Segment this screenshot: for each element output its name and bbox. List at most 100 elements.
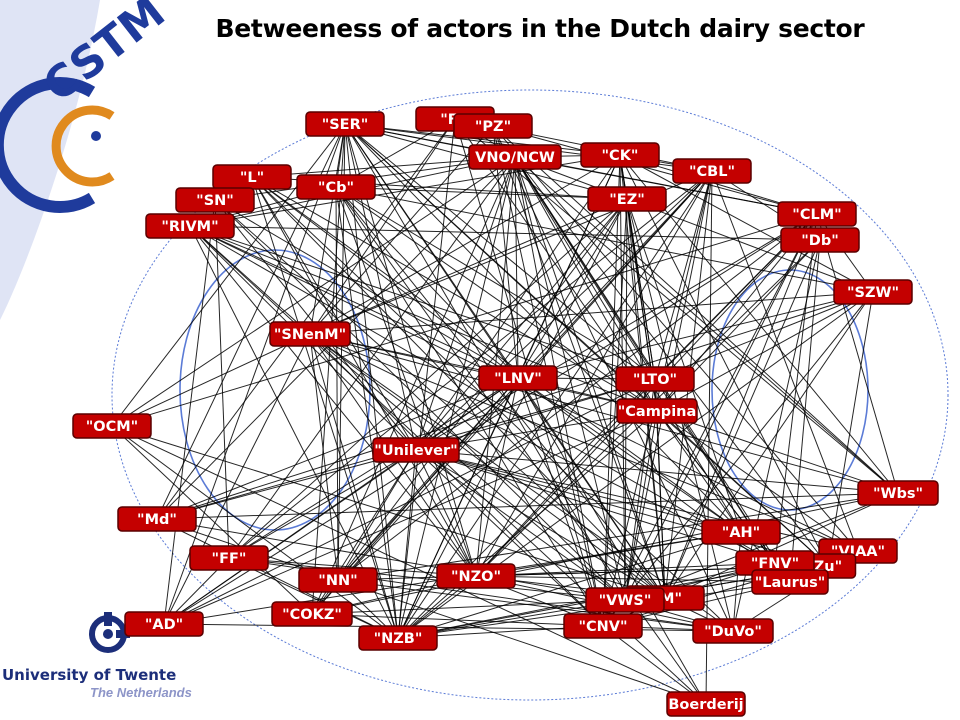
node-label: "SN" bbox=[196, 193, 234, 209]
node-box bbox=[666, 691, 746, 717]
edge-EZ-COKZ bbox=[311, 198, 628, 615]
edge-LNV-DM bbox=[517, 377, 666, 599]
edge-OCM-DM bbox=[111, 425, 666, 599]
edge-CK-SNenM bbox=[309, 154, 621, 335]
edge-OCM-Boerderij bbox=[111, 425, 707, 705]
edge-Unilever-VIAA bbox=[415, 449, 859, 552]
edge-SER-Zu bbox=[344, 123, 829, 567]
edge-Wbs-Md bbox=[156, 492, 899, 520]
edge-CK-SZW bbox=[619, 154, 874, 293]
edge-Unilever-DM bbox=[415, 449, 666, 599]
node-db: "Db" bbox=[780, 227, 860, 253]
edge-Unilever-FF bbox=[228, 449, 417, 559]
node-label: "COKZ" bbox=[282, 607, 342, 623]
node-box bbox=[777, 201, 857, 227]
edge-Unilever-Zu bbox=[415, 449, 829, 567]
node-lnv: "LNV" bbox=[478, 365, 558, 391]
node-ocm: "OCM" bbox=[72, 413, 152, 439]
edge-CLM-NN bbox=[337, 213, 818, 581]
edge-Db-Laurus bbox=[789, 239, 821, 583]
node-laurus: "Laurus" bbox=[751, 569, 829, 595]
edge-SZW-Campina bbox=[656, 291, 874, 412]
edge-VNO-NZB bbox=[397, 156, 516, 639]
node-layer: "SER""FN"PZ"VNO/NCW"CK""CBL""L""Cb""SN""… bbox=[72, 106, 939, 717]
node-nzb: "NZB" bbox=[358, 625, 438, 651]
node-rivm: "RIVM" bbox=[145, 213, 235, 239]
node-ser: "SER" bbox=[305, 111, 385, 137]
node-label: Boerderij bbox=[668, 697, 743, 713]
node-label: "Md" bbox=[137, 512, 177, 528]
edge-CBL-Unilever bbox=[415, 170, 713, 451]
node-box bbox=[833, 279, 913, 305]
node-label: "SER" bbox=[322, 117, 369, 133]
edge-SZW-LNV bbox=[517, 291, 874, 379]
cstm-arc-orange bbox=[51, 105, 115, 187]
node-box bbox=[672, 158, 752, 184]
node-label: "AH" bbox=[722, 525, 760, 541]
edge-SNenM-DuVo bbox=[309, 333, 734, 632]
node-cokz: "COKZ" bbox=[271, 601, 353, 627]
node-label: VNO/NCW bbox=[475, 150, 555, 166]
edge-RIVM-Db bbox=[189, 225, 821, 241]
node-box bbox=[175, 187, 255, 213]
edge-OCM-COKZ bbox=[111, 425, 313, 615]
edge-Cb-LTO bbox=[335, 186, 656, 380]
node-label: "NZB" bbox=[374, 631, 423, 647]
node-duvo: "DuVo" bbox=[692, 618, 774, 644]
edge-CLM-SZW bbox=[816, 213, 874, 293]
edge-Campina-Zu bbox=[656, 410, 829, 567]
edge-COKZ-CNV bbox=[311, 613, 604, 627]
edge-Unilever-NZO bbox=[415, 449, 477, 577]
node-campina: "Campina bbox=[616, 398, 698, 424]
edge-VNO-LNV bbox=[514, 156, 519, 379]
node-lto: "LTO" bbox=[615, 366, 695, 392]
edge-L-Campina bbox=[251, 176, 658, 412]
edge-VNO-CLM bbox=[514, 156, 818, 215]
node-snenm: "SNenM" bbox=[269, 321, 351, 347]
node-pz: "PZ" bbox=[453, 113, 533, 139]
node-cb: "Cb" bbox=[296, 174, 376, 200]
edge-SER-AD bbox=[163, 123, 346, 625]
node-label: "DuVo" bbox=[704, 624, 762, 640]
node-cbl: "CBL" bbox=[672, 158, 752, 184]
edge-Unilever-NN bbox=[337, 449, 417, 581]
node-ah: "AH" bbox=[701, 519, 781, 545]
node-vno: VNO/NCW bbox=[468, 144, 562, 170]
edge-EZ-AH bbox=[626, 198, 742, 533]
node-label: "CBL" bbox=[689, 164, 735, 180]
edge-CNV-Boerderij bbox=[602, 625, 707, 705]
node-box bbox=[117, 506, 197, 532]
node-box bbox=[358, 625, 438, 651]
edge-CBL-NZB bbox=[397, 170, 713, 639]
edge-RIVM-LTO bbox=[189, 225, 656, 380]
node-l: "L" bbox=[212, 164, 292, 190]
edge-VNO-OCM bbox=[111, 156, 516, 427]
edge-CLM-DM bbox=[664, 213, 818, 599]
edge-Unilever-Md bbox=[156, 449, 417, 520]
edge-SNenM-VWS bbox=[309, 333, 626, 601]
node-box bbox=[305, 111, 385, 137]
edge-LNV-FF bbox=[228, 377, 519, 559]
edge-L-Unilever bbox=[251, 176, 417, 451]
edge-Unilever-Wbs bbox=[415, 449, 899, 494]
edge-EZ-FF bbox=[228, 198, 628, 559]
node-box bbox=[587, 186, 667, 212]
cstm-dot bbox=[91, 131, 101, 141]
edge-SZW-Md bbox=[156, 291, 874, 520]
cstm-arc-blue bbox=[0, 77, 96, 213]
edge-EZ-SNenM bbox=[309, 198, 628, 335]
edge-PZ-VIAA bbox=[492, 125, 859, 552]
edge-CK-Unilever bbox=[415, 154, 621, 451]
node-unilever: "Unilever" bbox=[372, 437, 460, 463]
ut-emblem bbox=[89, 612, 130, 653]
edge-SNenM-OCM bbox=[111, 333, 311, 427]
node-label: "LTO" bbox=[633, 372, 677, 388]
edge-SER-CK bbox=[344, 123, 621, 156]
edge-VNO-Unilever bbox=[415, 156, 516, 451]
edge-Cb-LNV bbox=[335, 186, 519, 379]
edge-SN-DM bbox=[214, 199, 666, 599]
node-label: "NZO" bbox=[451, 569, 501, 585]
node-label: "VWS" bbox=[599, 593, 652, 609]
node-box bbox=[271, 601, 353, 627]
edge-CK-Zu bbox=[619, 154, 829, 567]
